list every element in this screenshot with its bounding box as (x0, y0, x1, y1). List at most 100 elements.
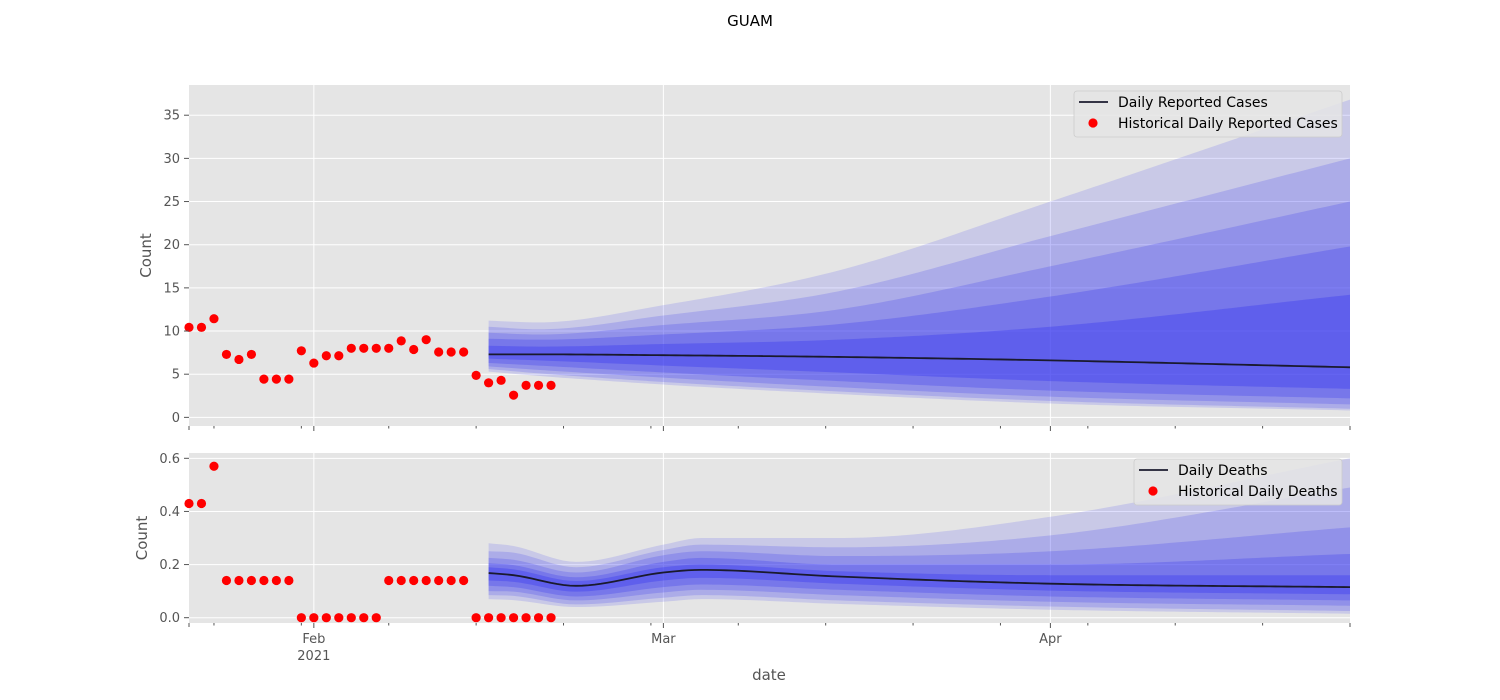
historical-point (484, 613, 494, 623)
historical-point (508, 613, 519, 623)
deaths-historical-points (184, 461, 556, 623)
y-tick-label: 0 (172, 411, 180, 426)
deaths-legend-box (1133, 458, 1343, 506)
historical-point (371, 613, 381, 623)
historical-point (209, 461, 219, 471)
historical-point (471, 613, 481, 623)
forecast-band-80 (488, 158, 1350, 409)
historical-point (209, 314, 219, 324)
y-tick-label: 20 (163, 238, 180, 253)
historical-point (271, 575, 281, 586)
historical-point (271, 374, 281, 384)
deaths-forecast-line (488, 568, 1351, 589)
cases-y-tick-labels: 0 5 10 15 20 25 30 35 (163, 109, 189, 426)
historical-point (459, 575, 469, 586)
historical-point (371, 343, 381, 353)
cases-panel: 0 5 10 15 20 25 30 35 Count Daily Reported Case… (137, 85, 1351, 431)
forecast-band-outer (488, 458, 1350, 614)
historical-point (496, 375, 506, 385)
deaths-y-tick-labels: 0.0 0.2 0.4 0.6 (159, 452, 189, 626)
forecast-band-80 (488, 487, 1350, 612)
cases-legend-dot-swatch (1088, 118, 1098, 128)
cases-forecast-bands (488, 99, 1350, 411)
historical-point (196, 498, 207, 509)
historical-point (384, 343, 394, 353)
forecast-band-60 (488, 527, 1350, 606)
deaths-legend-label-historical: Historical Daily Deaths (1178, 484, 1338, 500)
x-tick-sublabel: 2021 (297, 649, 330, 664)
y-tick-label: 10 (163, 325, 180, 340)
y-tick-label: 25 (163, 195, 180, 210)
historical-point (221, 349, 232, 360)
historical-point (446, 575, 456, 586)
historical-point (521, 380, 531, 390)
historical-point (234, 575, 244, 586)
forecast-band-40 (488, 553, 1350, 601)
y-tick-label: 15 (163, 281, 180, 296)
x-axis-label: date (752, 666, 786, 684)
historical-point (421, 575, 431, 586)
y-tick-label: 35 (163, 109, 180, 124)
forecast-band-outer (488, 99, 1350, 411)
historical-point (484, 378, 494, 388)
historical-point (346, 343, 356, 353)
historical-point (246, 349, 257, 360)
cases-legend-label-forecast: Daily Reported Cases (1118, 95, 1268, 111)
historical-point (434, 347, 444, 357)
historical-point (459, 347, 469, 357)
deaths-gridlines (189, 453, 1350, 623)
x-tick-labels: Feb 2021 Mar Apr (297, 632, 1062, 664)
historical-point (533, 380, 544, 390)
historical-point (246, 575, 257, 586)
historical-point (446, 347, 456, 357)
historical-point (184, 322, 194, 332)
historical-point (296, 613, 306, 623)
historical-point (334, 351, 344, 361)
historical-point (546, 380, 556, 390)
historical-point (359, 613, 369, 623)
deaths-y-axis-label: Count (133, 516, 151, 561)
historical-point (396, 575, 406, 586)
deaths-panel: 0.0 0.2 0.4 0.6 Count Daily Deaths Historic… (133, 452, 1351, 628)
historical-point (396, 336, 406, 346)
historical-point (234, 354, 244, 365)
historical-point (359, 343, 369, 353)
y-tick-label: 5 (172, 368, 180, 383)
historical-point (284, 374, 294, 384)
historical-point (221, 575, 232, 586)
cases-x-tick-marks (188, 426, 1351, 431)
cases-forecast-line (488, 353, 1351, 369)
forecast-band-60 (488, 201, 1350, 405)
historical-point (259, 575, 269, 586)
forecast-band-40 (488, 246, 1350, 399)
deaths-x-tick-marks (188, 623, 1351, 628)
y-tick-label: 0.0 (159, 611, 180, 626)
historical-point (309, 358, 319, 368)
chart-title: GUAM (727, 12, 773, 30)
historical-point (321, 613, 331, 623)
historical-point (496, 613, 506, 623)
historical-point (346, 613, 356, 623)
cases-historical-points (184, 314, 556, 400)
historical-point (421, 335, 431, 345)
historical-point (196, 322, 207, 332)
historical-point (533, 613, 544, 623)
cases-legend-label-historical: Historical Daily Reported Cases (1118, 116, 1338, 132)
forecast-band-20 (488, 294, 1350, 389)
historical-point (296, 346, 306, 356)
x-tick-label: Feb (302, 632, 325, 647)
historical-point (508, 390, 519, 400)
historical-point (284, 575, 294, 586)
cases-legend: Daily Reported Cases Historical Daily Re… (1073, 90, 1343, 138)
historical-point (546, 613, 556, 623)
x-tick-label: Mar (651, 632, 676, 647)
x-tick-label: Apr (1039, 632, 1062, 647)
historical-point (384, 575, 394, 586)
cases-gridlines (189, 85, 1350, 426)
deaths-legend-label-forecast: Daily Deaths (1178, 463, 1268, 479)
historical-point (471, 370, 481, 381)
historical-point (409, 344, 419, 355)
historical-point (309, 613, 319, 623)
historical-point (409, 575, 419, 586)
